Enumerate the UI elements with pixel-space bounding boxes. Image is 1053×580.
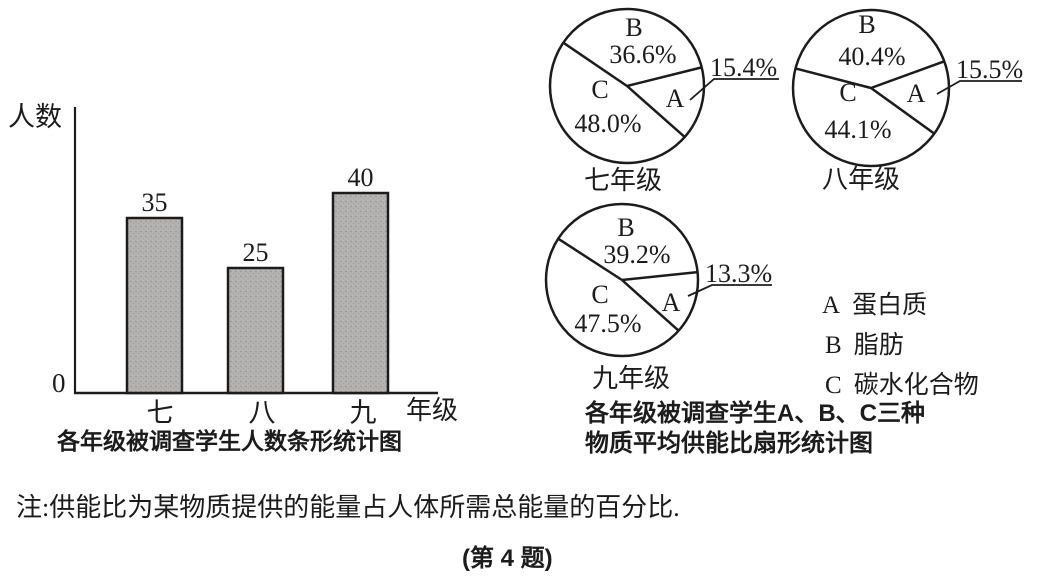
pie2-slice-pct-b: 40.4% bbox=[838, 42, 906, 71]
pie3-caption: 九年级 bbox=[591, 364, 671, 393]
pie-sector-line bbox=[870, 86, 936, 135]
pie2-slice-pct-a-callout: 15.5% bbox=[956, 55, 1024, 84]
pie3-slice-label-a: A bbox=[661, 288, 681, 317]
bar-category-label: 八 bbox=[248, 398, 276, 428]
pie-callout-leader-八年级 bbox=[936, 80, 1022, 95]
pie1-slice-pct-c: 48.0% bbox=[574, 109, 642, 138]
pie3-slice-pct-c: 47.5% bbox=[574, 309, 642, 338]
legend-label-a: 蛋白质 bbox=[852, 292, 928, 319]
pie3-slice-pct-a-callout: 13.3% bbox=[705, 259, 773, 288]
bar-rect-八 bbox=[226, 266, 285, 395]
legend-label-c: 碳水化合物 bbox=[853, 372, 979, 399]
pie3-slice-label-c: C bbox=[591, 280, 609, 309]
bar-rect-七 bbox=[125, 216, 184, 395]
pie1-slice-label-b: B bbox=[625, 13, 643, 42]
pie2-caption: 八年级 bbox=[821, 165, 901, 194]
pie-callout-leader-七年级 bbox=[689, 78, 779, 101]
pie3-slice-label-b: B bbox=[617, 213, 635, 242]
bar-value-label: 40 bbox=[347, 163, 374, 192]
pie1-slice-pct-a-callout: 15.4% bbox=[710, 53, 778, 82]
pie-circle-七年级 bbox=[548, 7, 706, 165]
figure-note: 注:供能比为某物质提供的能量占人体所需总能量的百分比. bbox=[16, 493, 680, 522]
bar-rect-九 bbox=[331, 191, 390, 395]
pie-sector-line bbox=[795, 67, 872, 90]
pie-sector-line bbox=[621, 270, 698, 282]
bar-chart-caption: 各年级被调查学生人数条形统计图 bbox=[57, 428, 402, 454]
pie1-slice-pct-b: 36.6% bbox=[609, 40, 677, 69]
legend-item-b: B 脂肪 bbox=[825, 325, 904, 361]
legend-item-c: C 碳水化合物 bbox=[825, 365, 979, 401]
bar-chart-origin-tick: 0 bbox=[52, 368, 66, 398]
pie-charts-caption-line1: 各年级被调查学生A、B、C三种 bbox=[585, 400, 925, 427]
pie2-slice-label-c: C bbox=[839, 78, 857, 107]
pie-callout-leader-九年级 bbox=[687, 284, 772, 297]
bar-chart-x-axis-label: 年级 bbox=[406, 396, 459, 425]
pie1-slice-label-a: A bbox=[665, 84, 685, 113]
pie-sector-line bbox=[621, 279, 680, 332]
pie-sector-line bbox=[557, 237, 623, 282]
pie2-slice-pct-c: 44.1% bbox=[824, 115, 892, 144]
pie-sector-line bbox=[626, 85, 686, 138]
pie3-slice-pct-b: 39.2% bbox=[603, 240, 671, 269]
bar-chart-y-axis-label: 人数 bbox=[8, 102, 62, 132]
legend-key-a: A bbox=[822, 292, 841, 319]
pie-circle-九年级 bbox=[544, 202, 700, 358]
pie-sector-line bbox=[870, 60, 945, 90]
bar-category-label: 九 bbox=[349, 398, 377, 428]
bar-category-label: 七 bbox=[146, 398, 174, 428]
legend-label-b: 脂肪 bbox=[853, 332, 904, 359]
pie-sector-line bbox=[626, 66, 703, 88]
pie1-slice-label-c: C bbox=[591, 75, 609, 104]
bar-value-label: 35 bbox=[141, 188, 168, 217]
pie2-slice-label-a: A bbox=[906, 79, 926, 108]
legend-key-b: B bbox=[825, 332, 842, 359]
pie1-caption: 七年级 bbox=[583, 166, 663, 195]
problem-number-label: (第 4 题) bbox=[462, 545, 553, 572]
legend-item-a: A 蛋白质 bbox=[822, 285, 927, 321]
bar-value-label: 25 bbox=[242, 238, 269, 267]
pie-sector-line bbox=[562, 41, 628, 88]
pie-charts-caption-line2: 物质平均供能比扇形统计图 bbox=[585, 430, 873, 457]
pie2-slice-label-b: B bbox=[858, 10, 876, 39]
legend-key-c: C bbox=[825, 372, 842, 399]
